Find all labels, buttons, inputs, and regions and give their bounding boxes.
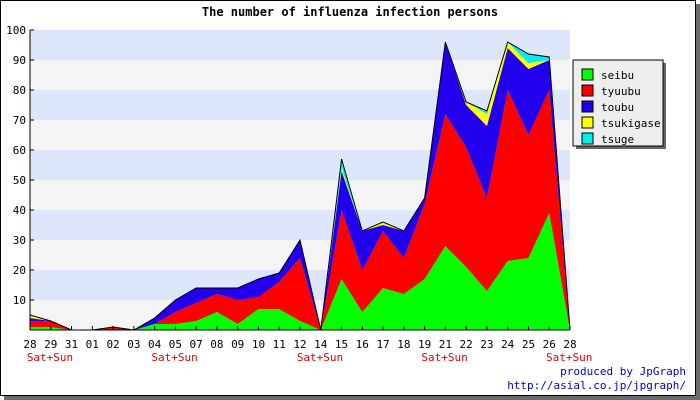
x-tick-label: 02 bbox=[106, 338, 119, 351]
x-sub-label: Sat+Sun bbox=[421, 351, 467, 364]
y-tick-label: 20 bbox=[13, 264, 26, 277]
x-tick-label: 04 bbox=[148, 338, 162, 351]
background-band bbox=[30, 60, 570, 90]
y-tick-label: 30 bbox=[13, 234, 26, 247]
x-tick-label: 23 bbox=[480, 338, 493, 351]
x-sub-label: Sat+Sun bbox=[546, 351, 592, 364]
x-tick-label: 29 bbox=[44, 338, 57, 351]
credit: produced by JpGraph http://asial.co.jp/j… bbox=[507, 365, 686, 393]
y-tick-label: 50 bbox=[13, 174, 26, 187]
y-tick-label: 90 bbox=[13, 54, 26, 67]
y-tick-label: 100 bbox=[6, 24, 26, 37]
legend-swatch-tsukigase bbox=[581, 116, 594, 129]
series-area-toubu bbox=[30, 42, 570, 330]
background-band bbox=[30, 30, 570, 60]
x-tick-label: 09 bbox=[231, 338, 244, 351]
legend-swatch-seibu bbox=[581, 68, 594, 81]
x-tick-label: 16 bbox=[356, 338, 369, 351]
x-sub-label: Sat+Sun bbox=[151, 351, 197, 364]
y-tick-label: 80 bbox=[13, 84, 26, 97]
x-tick-label: 18 bbox=[397, 338, 410, 351]
legend-swatch-tyuubu bbox=[581, 84, 594, 97]
x-tick-label: 19 bbox=[418, 338, 431, 351]
x-tick-label: 24 bbox=[501, 338, 515, 351]
x-tick-label: 14 bbox=[314, 338, 328, 351]
x-tick-label: 25 bbox=[522, 338, 535, 351]
legend: seibu tyuubu toubu tsukigase tsuge bbox=[572, 59, 666, 149]
x-tick-label: 11 bbox=[273, 338, 286, 351]
y-tick-label: 60 bbox=[13, 144, 26, 157]
legend-label-tsuge: tsuge bbox=[601, 133, 634, 146]
x-tick-label: 28 bbox=[23, 338, 36, 351]
x-tick-label: 21 bbox=[439, 338, 452, 351]
y-tick-label: 10 bbox=[13, 294, 26, 307]
axes: 10 20 30 40 50 60 70 80 90 100 28 29 31 01 02 03 04 05 07 0… bbox=[6, 24, 592, 364]
legend-label-toubu: toubu bbox=[601, 101, 634, 114]
x-tick-label: 05 bbox=[169, 338, 182, 351]
credit-line-1: produced by JpGraph bbox=[560, 365, 686, 378]
chart-title: The number of influenza infection person… bbox=[202, 5, 498, 19]
series-area-seibu bbox=[30, 213, 570, 330]
legend-label-tsukigase: tsukigase bbox=[601, 117, 661, 130]
x-tick-label: 01 bbox=[86, 338, 99, 351]
legend-label-tyuubu: tyuubu bbox=[601, 85, 641, 98]
x-tick-label: 15 bbox=[335, 338, 348, 351]
y-tick-label: 70 bbox=[13, 114, 26, 127]
legend-label-seibu: seibu bbox=[601, 69, 634, 82]
total-outline bbox=[29, 41, 571, 331]
x-tick-label: 10 bbox=[252, 338, 265, 351]
y-tick-label: 40 bbox=[13, 204, 26, 217]
legend-swatch-tsuge bbox=[581, 132, 594, 145]
x-tick-label: 28 bbox=[563, 338, 576, 351]
legend-swatch-toubu bbox=[581, 100, 594, 113]
series-area-tyuubu bbox=[30, 90, 570, 330]
x-tick-label: 31 bbox=[65, 338, 78, 351]
x-sub-label: Sat+Sun bbox=[27, 351, 73, 364]
stacked-areas bbox=[29, 41, 571, 331]
x-tick-label: 12 bbox=[293, 338, 306, 351]
x-tick-label: 17 bbox=[376, 338, 389, 351]
x-tick-label: 26 bbox=[543, 338, 556, 351]
x-tick-label: 22 bbox=[460, 338, 473, 351]
x-sub-label: Sat+Sun bbox=[297, 351, 343, 364]
credit-line-2: http://asial.co.jp/jpgraph/ bbox=[507, 379, 686, 392]
x-tick-label: 07 bbox=[190, 338, 203, 351]
x-tick-label: 03 bbox=[127, 338, 140, 351]
x-tick-label: 08 bbox=[210, 338, 223, 351]
